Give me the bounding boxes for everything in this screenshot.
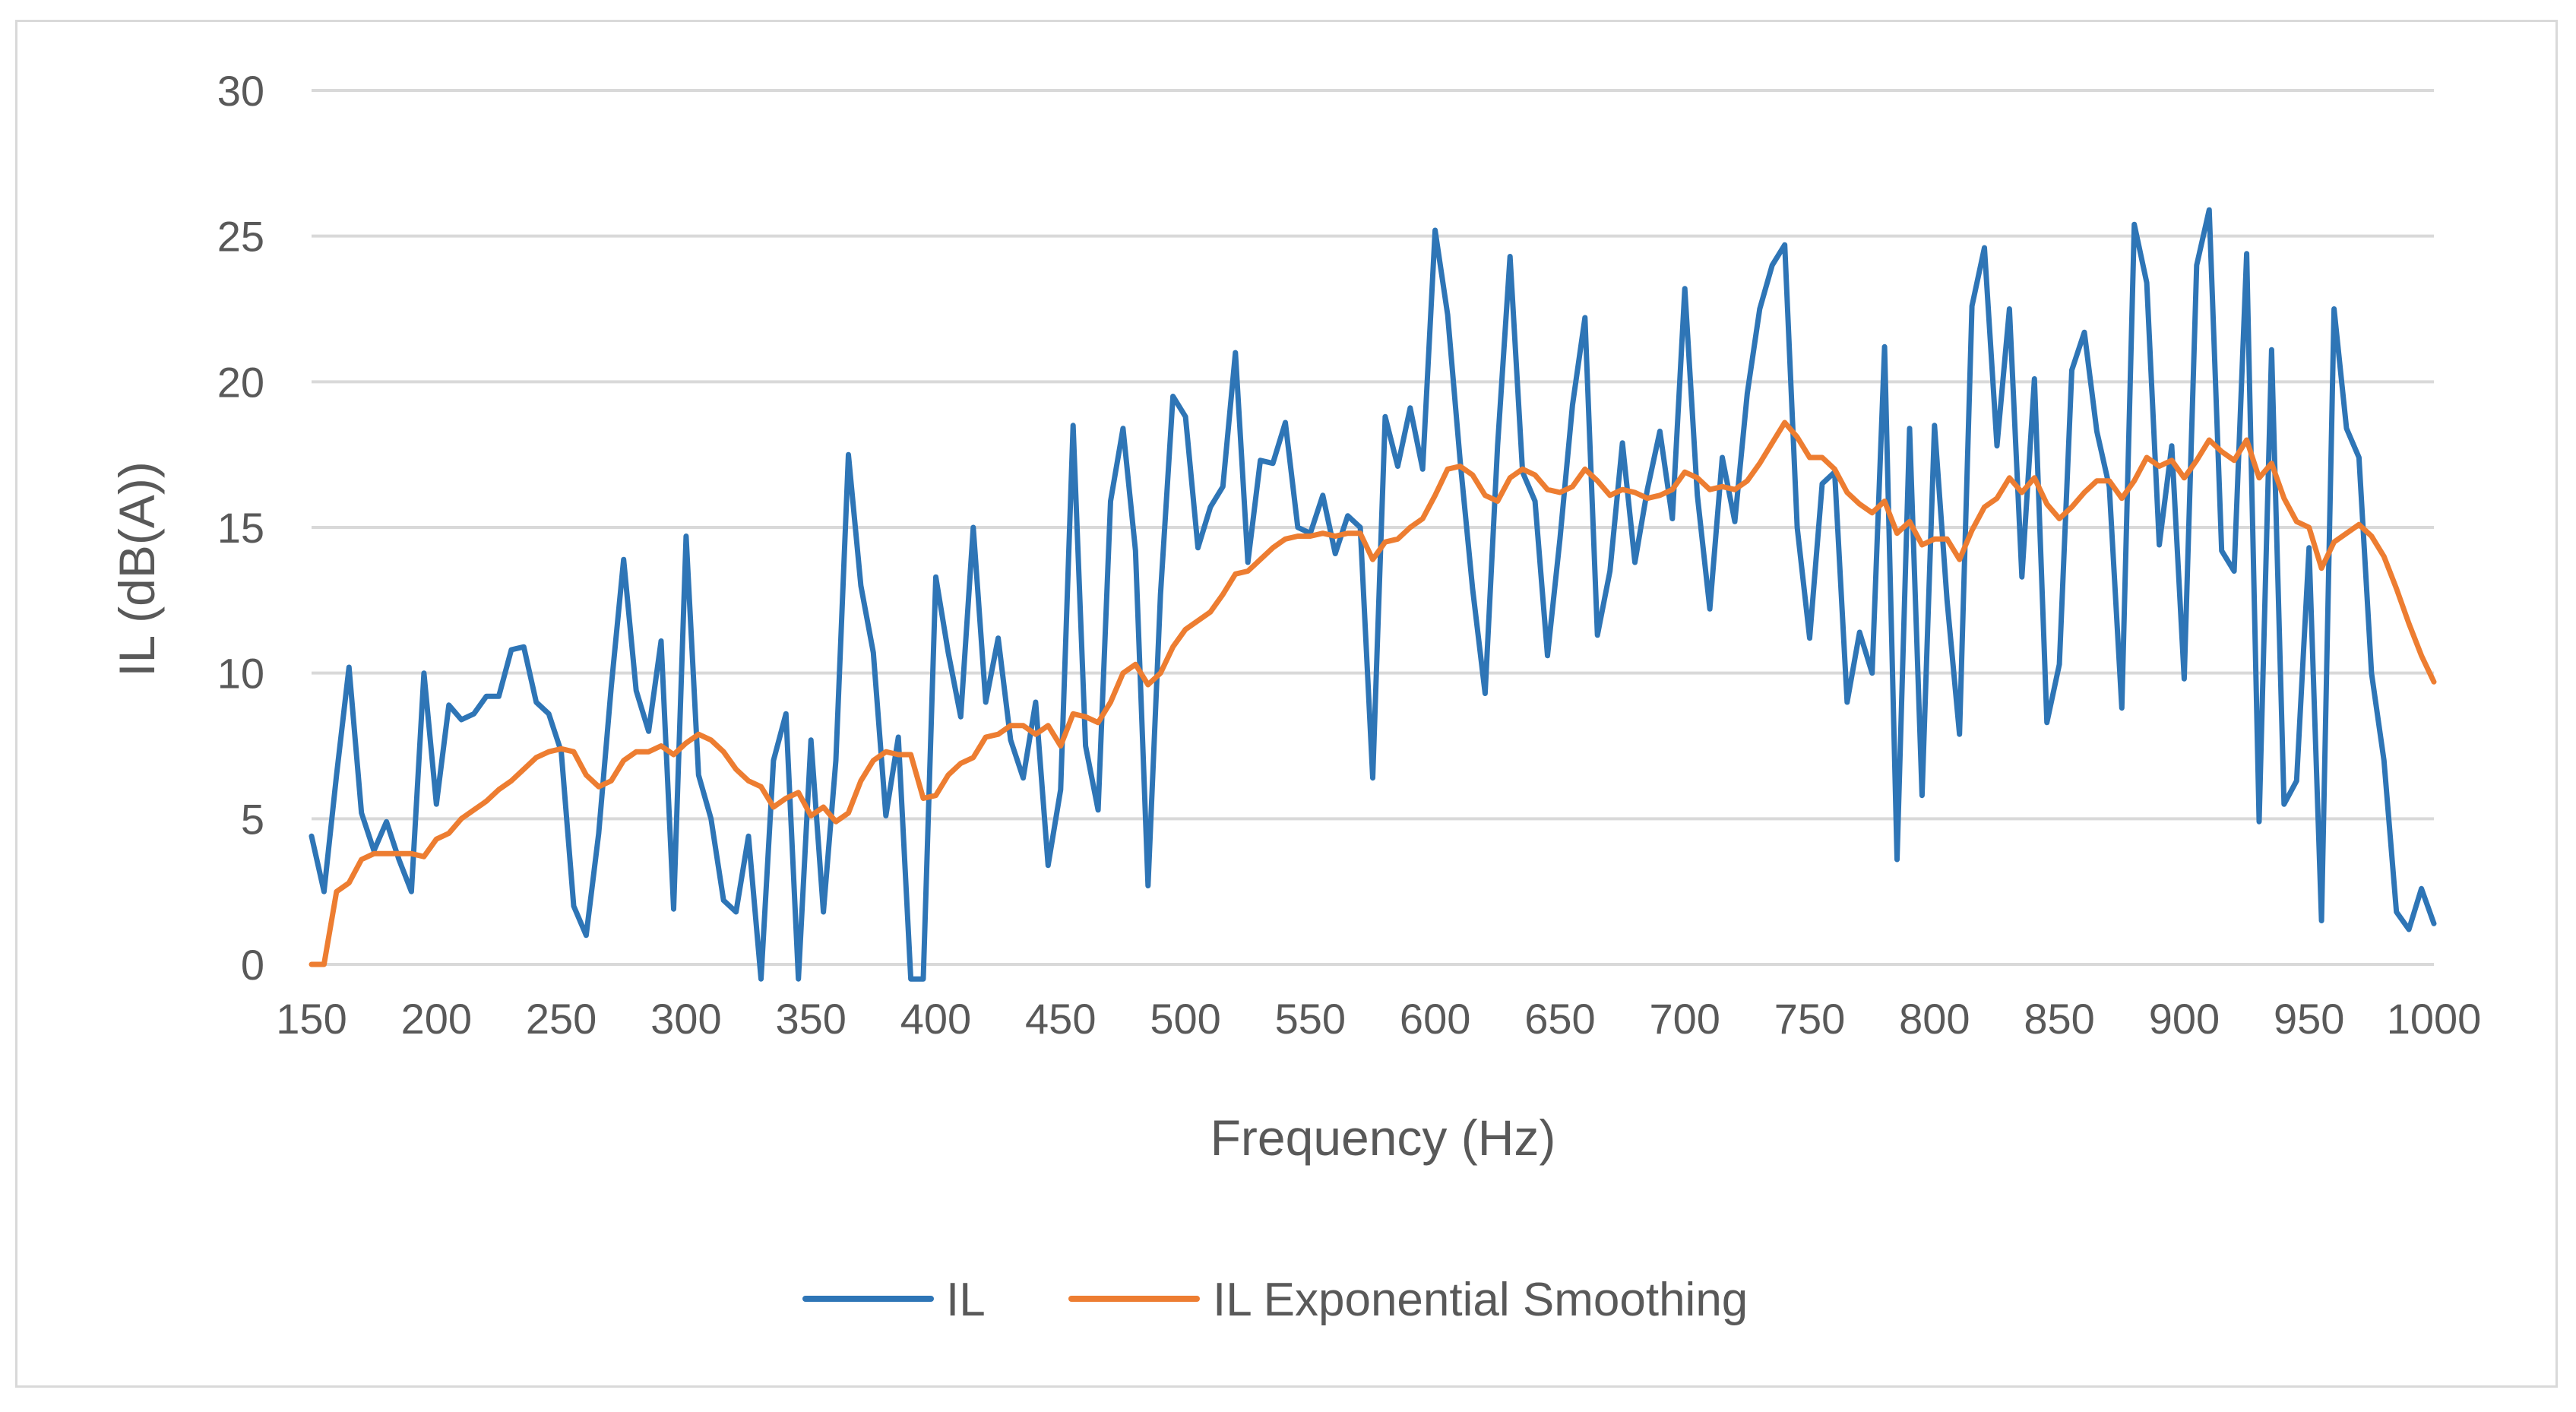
- y-axis-title: IL (dB(A)): [109, 461, 165, 677]
- y-tick-label: 0: [241, 941, 264, 989]
- y-tick-label: 10: [217, 650, 264, 698]
- x-tick-label: 1000: [2387, 995, 2482, 1043]
- chart-area: 0 5 10 15 20 25 30 150 200 250 300 350 400 450 500 550…: [15, 20, 2558, 1388]
- x-tick-label: 400: [900, 995, 971, 1043]
- y-tick-label: 20: [217, 358, 264, 406]
- y-tick-label: 30: [217, 67, 264, 115]
- series-lines: [309, 207, 2437, 982]
- legend-label-il: IL: [946, 1274, 986, 1326]
- x-tick-label: 550: [1275, 995, 1346, 1043]
- x-tick-label: 250: [526, 995, 597, 1043]
- series-line-il: [309, 207, 2437, 982]
- x-tick-label: 350: [775, 995, 846, 1043]
- x-tick-label: 600: [1400, 995, 1470, 1043]
- x-tick-label: 850: [2024, 995, 2094, 1043]
- x-axis-title: Frequency (Hz): [1210, 1110, 1556, 1166]
- y-tick-label: 25: [217, 213, 264, 261]
- x-axis-ticks: 150 200 250 300 350 400 450 500 550 600 650 700 750 8…: [276, 995, 2481, 1043]
- x-tick-label: 700: [1650, 995, 1720, 1043]
- y-tick-label: 5: [241, 795, 264, 843]
- x-tick-label: 300: [650, 995, 721, 1043]
- x-tick-label: 200: [401, 995, 472, 1043]
- x-tick-label: 950: [2274, 995, 2344, 1043]
- y-tick-label: 15: [217, 504, 264, 552]
- x-tick-label: 500: [1150, 995, 1220, 1043]
- x-tick-label: 450: [1025, 995, 1096, 1043]
- series-line-smoothing: [309, 419, 2437, 967]
- line-chart: 0 5 10 15 20 25 30 150 200 250 300 350 400 450 500 550…: [109, 67, 2481, 1326]
- x-tick-label: 150: [276, 995, 347, 1043]
- x-tick-label: 750: [1774, 995, 1845, 1043]
- legend-label-smoothing: IL Exponential Smoothing: [1213, 1274, 1748, 1326]
- gridlines: [312, 89, 2434, 966]
- x-tick-label: 650: [1524, 995, 1595, 1043]
- legend: IL IL Exponential Smoothing: [802, 1274, 1748, 1326]
- x-tick-label: 800: [1899, 995, 1970, 1043]
- y-axis-ticks: 0 5 10 15 20 25 30: [217, 67, 264, 989]
- x-tick-label: 900: [2149, 995, 2220, 1043]
